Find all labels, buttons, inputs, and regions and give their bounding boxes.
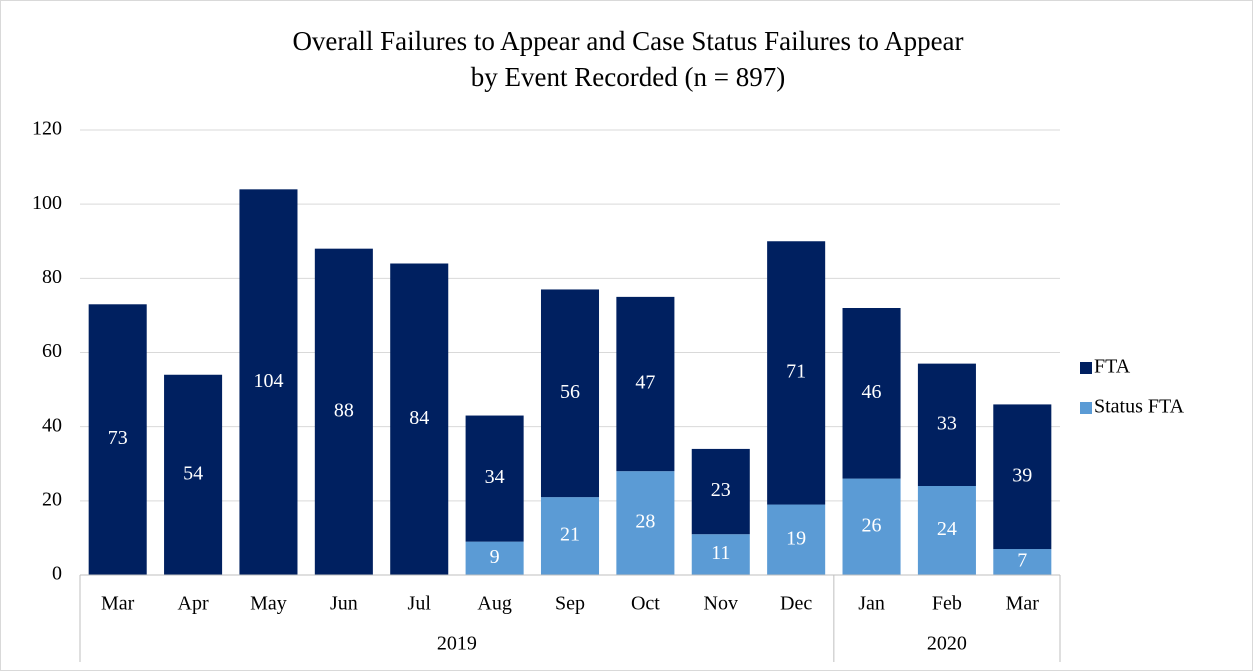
x-tick-label: Feb <box>932 593 962 615</box>
x-tick-label: Jan <box>858 593 885 615</box>
data-label: 9 <box>490 546 500 568</box>
bar-segment <box>691 448 750 535</box>
data-label: 26 <box>862 514 882 536</box>
bar-segment <box>314 248 373 575</box>
data-label: 56 <box>560 381 580 403</box>
bar-segment <box>540 289 600 498</box>
data-label: 21 <box>560 524 580 546</box>
data-label: 104 <box>253 370 283 392</box>
bar-segment <box>465 541 524 575</box>
legend-label: Status FTA <box>1094 396 1185 418</box>
x-group-label: 2019 <box>437 633 477 655</box>
data-label: 39 <box>1012 464 1032 486</box>
data-label: 71 <box>786 360 806 382</box>
bar-segment <box>390 263 449 575</box>
data-label: 33 <box>937 412 957 434</box>
legend-swatch <box>1080 362 1092 374</box>
data-label: 84 <box>409 407 429 429</box>
bar-segment <box>691 534 750 575</box>
y-tick-label: 120 <box>32 118 62 140</box>
data-label: 23 <box>711 479 731 501</box>
bar-segment <box>616 471 675 575</box>
bar-segment <box>767 504 826 575</box>
bar-segment <box>767 241 826 505</box>
data-label: 34 <box>485 466 505 488</box>
y-tick-label: 20 <box>42 488 62 510</box>
data-label: 46 <box>862 381 882 403</box>
bar-segment <box>164 374 223 575</box>
data-label: 7 <box>1017 550 1027 572</box>
bar-segment <box>993 404 1052 550</box>
bar-segment <box>993 549 1052 575</box>
data-label: 47 <box>635 372 655 394</box>
legend-label: FTA <box>1094 356 1131 378</box>
y-tick-label: 40 <box>42 414 62 436</box>
x-tick-label: Mar <box>1006 593 1040 615</box>
chart-title: Overall Failures to Appear and Case Stat… <box>292 26 963 56</box>
data-label: 73 <box>108 427 128 449</box>
y-tick-label: 0 <box>52 563 62 585</box>
data-label: 88 <box>334 399 354 421</box>
bar-segment <box>842 478 901 575</box>
bar-segment <box>616 296 675 472</box>
data-label: 24 <box>937 518 957 540</box>
x-tick-label: Nov <box>704 593 738 615</box>
chart-title: by Event Recorded (n = 897) <box>471 62 785 92</box>
x-tick-label: Jun <box>330 593 358 615</box>
y-tick-label: 100 <box>32 192 62 214</box>
x-tick-label: Jul <box>408 593 432 615</box>
data-label: 19 <box>786 527 806 549</box>
x-tick-label: Sep <box>555 593 585 615</box>
bar-segment <box>239 189 298 576</box>
y-tick-label: 60 <box>42 340 62 362</box>
x-tick-label: Aug <box>477 593 511 615</box>
x-tick-label: Apr <box>178 593 209 615</box>
x-tick-label: Mar <box>101 593 135 615</box>
bar-segment <box>88 304 147 575</box>
x-tick-label: May <box>250 593 287 615</box>
bar-segment <box>917 486 976 575</box>
y-tick-label: 80 <box>42 266 62 288</box>
bar-segment <box>540 497 600 575</box>
legend-swatch <box>1080 402 1092 414</box>
data-label: 11 <box>711 542 730 564</box>
x-tick-label: Oct <box>631 593 660 615</box>
x-tick-label: Dec <box>780 593 812 615</box>
bar-segment <box>917 363 976 486</box>
bar-segment <box>465 415 524 542</box>
data-label: 54 <box>183 462 203 484</box>
data-label: 28 <box>635 511 655 533</box>
bar-segment <box>842 308 901 479</box>
x-group-label: 2020 <box>927 633 967 655</box>
